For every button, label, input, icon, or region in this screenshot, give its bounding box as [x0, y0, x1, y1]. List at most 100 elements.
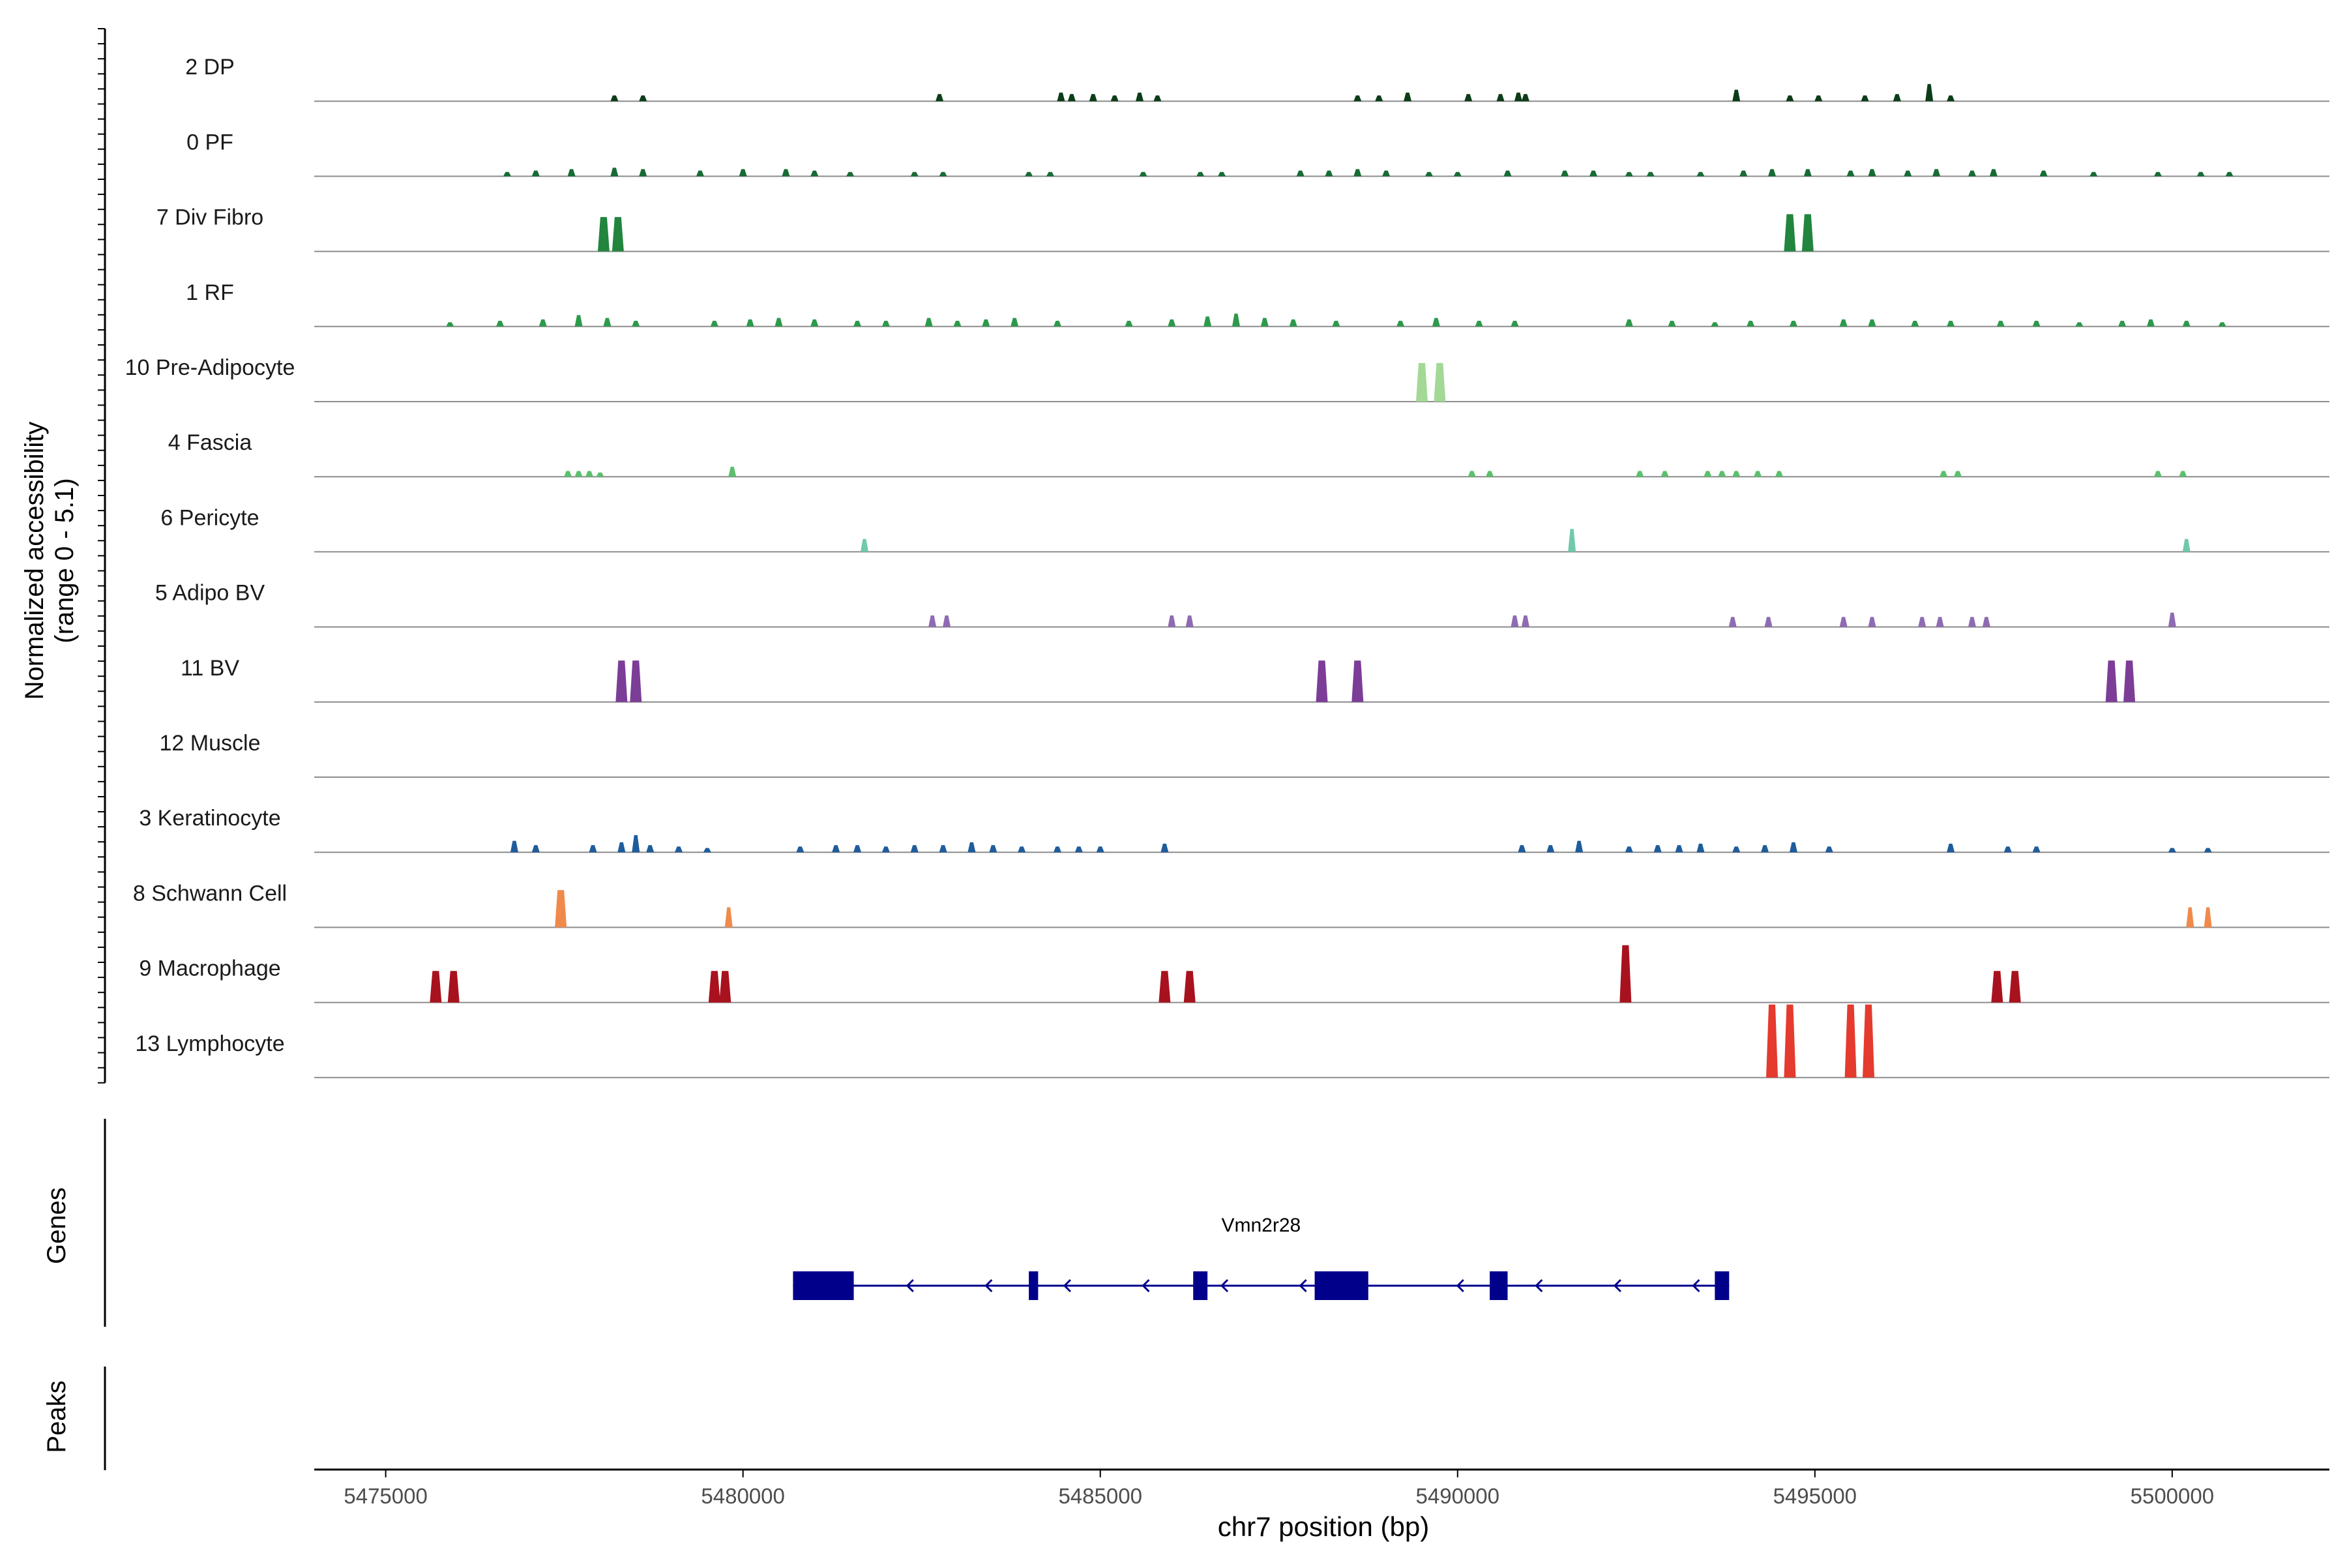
coverage-peak — [1846, 170, 1855, 177]
coverage-peak — [939, 171, 947, 177]
coverage-peak — [1932, 169, 1941, 177]
coverage-peak — [1568, 529, 1576, 552]
coverage-peak — [708, 971, 720, 1003]
coverage-peak — [2003, 846, 2012, 853]
coverage-peak — [1747, 321, 1755, 327]
coverage-peak — [1196, 171, 1205, 177]
coverage-peak — [1732, 846, 1741, 853]
coverage-peak — [1057, 93, 1065, 102]
coverage-peak — [1521, 615, 1529, 627]
coverage-peak — [1636, 471, 1644, 477]
coverage-peak — [1160, 844, 1169, 853]
coverage-peak — [1936, 617, 1944, 627]
track-label: 12 Muscle — [160, 731, 261, 756]
coverage-peak — [1415, 362, 1428, 402]
genes-panel-label: Genes — [42, 1187, 71, 1264]
coverage-peak — [1761, 845, 1769, 853]
track-4-fascia: 4 Fascia — [168, 430, 2329, 478]
track-label: 2 DP — [185, 55, 235, 80]
coverage-peak — [1353, 169, 1362, 177]
coverage-peak — [1089, 94, 1097, 102]
coverage-peak — [1940, 471, 1948, 477]
coverage-peak — [2204, 907, 2212, 928]
track-10-pre-adipocyte: 10 Pre-Adipocyte — [125, 355, 2329, 402]
strand-arrow — [984, 1279, 993, 1293]
coverage-peak — [696, 170, 704, 177]
strand-arrow — [1692, 1279, 1700, 1293]
coverage-peak — [1135, 93, 1144, 102]
y-axis-label-line1: Normalized accessibility — [20, 422, 49, 700]
accessibility-y-axis: Normalized accessibility (range 0 - 5.1) — [20, 28, 106, 1084]
coverage-peak — [1625, 319, 1633, 327]
coverage-peak — [910, 171, 919, 177]
coverage-peak — [1475, 321, 1483, 327]
coverage-peak — [1803, 169, 1812, 177]
coverage-peak — [1382, 170, 1391, 177]
strand-arrow — [1142, 1279, 1150, 1293]
coverage-peak — [943, 615, 951, 627]
coverage-peak — [1511, 321, 1519, 327]
strand-arrow — [1456, 1279, 1464, 1293]
coverage-peak — [589, 845, 597, 853]
track-label: 3 Keratinocyte — [139, 806, 280, 831]
coverage-peak — [639, 169, 647, 177]
coverage-peak — [597, 216, 610, 252]
coverage-peak — [2204, 848, 2212, 853]
gene-exon — [1029, 1271, 1039, 1300]
x-tick-label: 5490000 — [1416, 1484, 1499, 1508]
coverage-peak — [1991, 971, 2003, 1003]
coverage-peak — [2225, 171, 2234, 177]
coverage-peak — [531, 845, 540, 853]
coverage-peak — [596, 472, 604, 477]
coverage-peak — [2153, 171, 2162, 177]
coverage-peak — [924, 318, 933, 327]
coverage-peak — [775, 318, 783, 327]
coverage-peak — [617, 842, 626, 853]
strand-arrow — [1535, 1279, 1543, 1293]
coverage-peak — [910, 845, 919, 853]
coverage-peak — [1046, 171, 1054, 177]
coverage-peak — [1968, 170, 1976, 177]
coverage-peak — [1868, 617, 1876, 627]
coverage-peak — [1521, 94, 1529, 102]
coverage-tracks: 2 DP 0 PF 7 Div Fibro 1 RF 10 Pre-Adipocyte 4… — [125, 55, 2329, 1078]
coverage-peak — [2182, 539, 2191, 552]
coverage-peak — [1784, 214, 1796, 252]
coverage-peak — [1375, 95, 1383, 102]
coverage-peak — [2179, 471, 2187, 477]
coverage-peak — [567, 169, 576, 177]
coverage-peak — [1839, 319, 1848, 327]
coverage-peak — [603, 318, 612, 327]
coverage-peak — [1947, 95, 1955, 102]
coverage-peak — [1110, 95, 1119, 102]
coverage-peak — [1646, 171, 1655, 177]
coverage-peak — [936, 94, 944, 102]
coverage-peak — [1768, 169, 1777, 177]
coverage-peak — [1561, 170, 1569, 177]
coverage-peak — [1789, 321, 1797, 327]
coverage-peak — [1053, 846, 1061, 853]
coverage-peak — [796, 846, 804, 853]
track-12-muscle: 12 Muscle — [160, 731, 2329, 778]
coverage-peak — [2186, 907, 2194, 928]
coverage-peak — [881, 321, 890, 327]
coverage-peak — [739, 169, 747, 177]
coverage-peak — [632, 321, 640, 327]
coverage-peak — [632, 835, 640, 853]
coverage-peak — [1775, 471, 1784, 477]
coverage-peak — [430, 971, 442, 1003]
coverage-peak — [1074, 846, 1083, 853]
coverage-peak — [1468, 471, 1476, 477]
coverage-peak — [810, 319, 819, 327]
coverage-peak — [1325, 170, 1333, 177]
coverage-peak — [832, 845, 840, 853]
gene-exon — [1314, 1271, 1368, 1300]
coverage-peak — [555, 890, 567, 928]
coverage-peak — [1839, 617, 1848, 627]
gene-name-label: Vmn2r28 — [1221, 1215, 1301, 1236]
coverage-peak — [1511, 615, 1519, 627]
coverage-peak — [939, 845, 947, 853]
coverage-peak — [447, 971, 460, 1003]
track-label: 7 Div Fibro — [156, 205, 263, 230]
